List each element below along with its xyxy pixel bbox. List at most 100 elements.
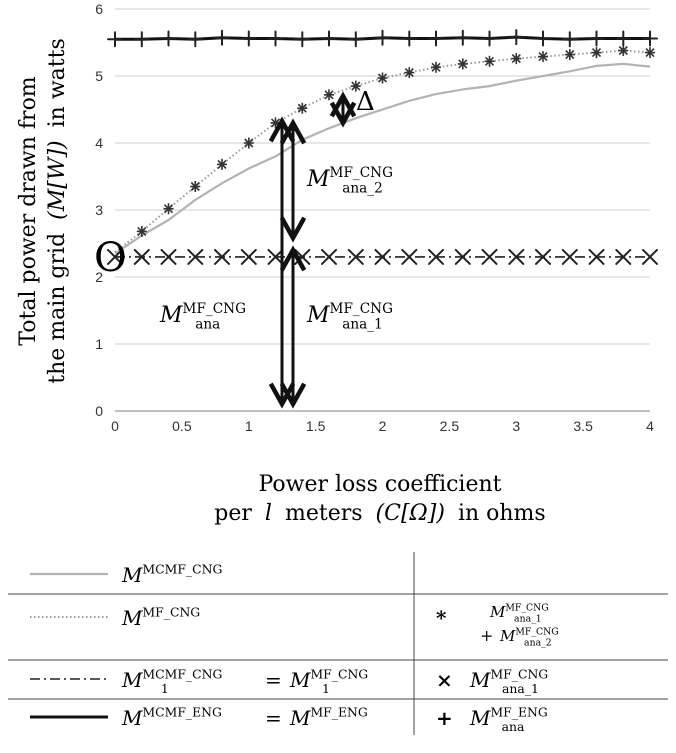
origin-mark: O	[94, 235, 127, 281]
marker-asterisk-7	[324, 89, 334, 101]
marker-asterisk-10	[404, 67, 415, 79]
x-axis-label-line2: per l meters (C[Ω]) in ohms	[214, 501, 545, 526]
x-axis-label-line2-c: in ohms	[458, 501, 546, 526]
x-tick-label-0.5: 0.5	[172, 418, 192, 434]
legend-right-a-1-sup: MF_CNG	[505, 603, 548, 614]
legend-left-a-3-base: M	[121, 706, 143, 730]
y-axis-label-line2-a: the main grid	[45, 233, 70, 384]
marker-asterisk-12	[457, 58, 468, 70]
marker-asterisk-16	[564, 49, 575, 61]
legend-right-a-3-base: M	[469, 706, 491, 730]
marker-asterisk-2	[190, 181, 201, 192]
marker-plus-20	[642, 30, 658, 47]
marker-asterisk-1	[163, 203, 174, 215]
y-tick-label-4: 4	[95, 135, 103, 151]
marker-asterisk-13	[484, 55, 495, 67]
marker-asterisk-17	[591, 47, 602, 59]
legend-left-b-3-base: M	[289, 706, 311, 730]
y-tick-label-0: 0	[95, 403, 103, 419]
marker-plus-12	[428, 30, 444, 47]
ana1-label-base: M	[306, 303, 330, 328]
marker-asterisk-4	[243, 137, 254, 149]
series-markers	[107, 29, 658, 265]
x-tick-label-4: 4	[646, 418, 654, 434]
marker-plus-2	[160, 30, 177, 47]
marker-cross-4	[214, 248, 230, 265]
legend-left-b-2-base: M	[289, 668, 311, 692]
legend-right-a-2-sup: MF_CNG	[490, 667, 548, 682]
marker-plus-14	[481, 30, 498, 47]
x-axis-label-line2-math: (C[Ω])	[376, 501, 445, 526]
legend-left-0: MMCMF_CNG	[121, 562, 222, 587]
marker-plus-9	[347, 31, 364, 48]
marker-cross-17	[561, 248, 578, 265]
marker-plus-17	[561, 31, 578, 48]
marker-asterisk-14	[511, 53, 522, 65]
marker-plus-10	[374, 29, 391, 46]
marker-plus-18	[588, 30, 605, 47]
y-axis-label-line2-b: in watts	[45, 38, 70, 127]
marker-cross-3	[187, 248, 204, 265]
legend-right-a-1-sub: ana_1	[514, 614, 542, 625]
legend-right-a-3-sub: ana	[502, 719, 525, 734]
marker-asterisk-3	[217, 158, 227, 170]
legend-left-1-sup: MF_CNG	[142, 605, 200, 620]
y-axis-label: Total power drawn from the main grid (M[…	[16, 38, 70, 384]
legend-left-a-2-sub: 1	[161, 681, 169, 696]
marker-plus-8	[321, 30, 337, 47]
marker-cross-16	[535, 248, 551, 265]
marker-plus-13	[454, 29, 471, 46]
marker-plus-1	[133, 31, 150, 48]
x-axis-label-line1: Power loss coefficient	[258, 472, 501, 497]
ana2-label-sup: MF_CNG	[330, 165, 393, 181]
y-axis-label-line2-math: (M[W])	[45, 140, 70, 219]
marker-cross-9	[347, 248, 364, 265]
legend-eq-2: =	[265, 668, 282, 692]
legend-plus-1: +	[480, 626, 493, 645]
series-line-0	[114, 62, 651, 255]
legend-left-1-base: M	[121, 606, 143, 630]
marker-cross-20	[642, 248, 658, 265]
marker-asterisk-11	[431, 61, 441, 73]
ana1-label-sup: MF_CNG	[330, 301, 393, 317]
legend-left-b-3-sup: MF_ENG	[310, 705, 367, 720]
legend-right-b-1-sub: ana_2	[524, 638, 552, 649]
legend-left-b-2: MMF_CNG 1	[289, 667, 368, 696]
legend-left-1: MMF_CNG	[121, 605, 200, 630]
legend-eq-3: =	[265, 706, 282, 730]
marker-cross-8	[321, 248, 337, 265]
y-tick-label-5: 5	[95, 68, 103, 84]
marker-asterisk-0	[136, 225, 147, 237]
marker-cross-5	[240, 248, 257, 265]
legend-left-a-2-sup: MCMF_CNG	[142, 667, 222, 682]
x-tick-label-2.5: 2.5	[440, 418, 460, 434]
x-axis-label-line2-a: per	[214, 501, 252, 526]
marker-cross-0	[107, 248, 123, 265]
marker-cross-14	[481, 248, 498, 265]
y-tick-label-1: 1	[95, 336, 103, 352]
marker-cross-18	[588, 248, 605, 265]
legend-left-b-2-sup: MF_CNG	[310, 667, 368, 682]
marker-plus-19	[615, 30, 632, 47]
legend-right-a-2-base: M	[469, 668, 491, 692]
legend-symbol-3: +	[436, 706, 453, 730]
x-tick-label-1.5: 1.5	[306, 418, 326, 434]
legend-left-a-3: MMCMF_ENG	[121, 705, 222, 730]
marker-cross-1	[133, 248, 150, 265]
ana2-label-sub: ana_2	[342, 181, 383, 197]
y-tick-labels: 0 1 2 3 4 5 6	[95, 1, 103, 419]
marker-plus-11	[401, 30, 418, 47]
legend-left-a-2: MMCMF_CNG 1	[121, 667, 222, 696]
y-tick-label-2: 2	[95, 269, 103, 285]
marker-cross-11	[401, 248, 418, 265]
marker-asterisk-6	[297, 102, 308, 114]
legend-right-a-3-sup: MF_ENG	[490, 705, 547, 720]
legend-right-a-2: MMF_CNG ana_1	[469, 667, 548, 696]
ana-label: MMF_CNG ana	[159, 301, 246, 333]
marker-asterisk-18	[618, 45, 629, 56]
series-lines	[114, 35, 651, 258]
x-tick-labels: 0 0.5 1 1.5 2 2.5 3 3.5 4	[111, 418, 654, 434]
